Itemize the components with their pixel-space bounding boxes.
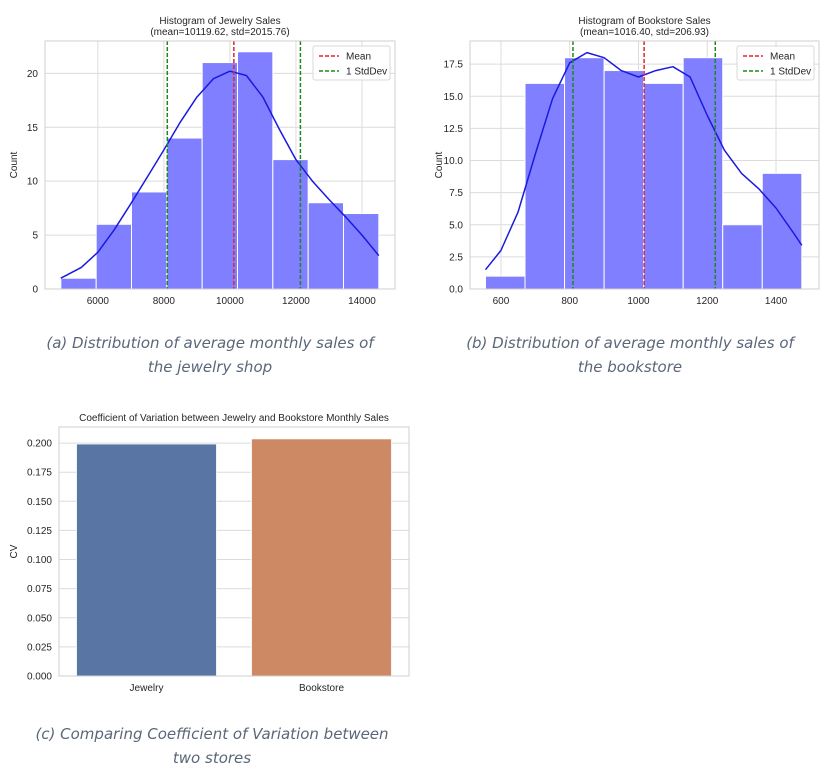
caption-a: (a) Distribution of average monthly sale… [46,334,374,376]
x-tick-label: 1400 [765,296,788,307]
y-tick-label: 0.125 [27,526,52,537]
histogram-bar [307,202,344,290]
y-axis-label: Count [9,151,20,178]
x-tick-label: 1200 [696,296,719,307]
chart-subtitle: (mean=10119.62, std=2015.76) [150,27,289,38]
x-tick-label: 800 [561,296,578,307]
histogram-bar [342,213,380,290]
axes-frame [469,40,820,290]
histogram-bar [761,172,803,290]
histogram-bar [201,62,239,290]
histogram-bar [524,82,566,290]
x-tick-label: Bookstore [299,683,344,694]
x-tick-label: Jewelry [130,683,164,694]
kde-curve [484,51,803,271]
y-tick-label: 0.000 [27,672,52,683]
histogram-bar [60,277,97,290]
legend-stddev-label: 1 StdDev [346,67,387,78]
histogram-bar [484,275,526,290]
chart-subtitle: (mean=1016.40, std=206.93) [580,27,709,38]
histogram-bar [722,224,763,290]
chart-jewelry-histogram: 6000 8000 10000 12000 14000 0 5 10 15 20 Histogram… [9,16,396,307]
chart-cv-comparison: 0.000 0.025 0.050 0.075 0.100 0.125 0.150 0.175… [9,413,410,694]
chart-title: Histogram of Bookstore Sales [578,16,710,27]
y-tick-label: 10.0 [444,156,464,167]
caption-b: (b) Distribution of average monthly sale… [466,334,794,376]
y-axis-label: CV [9,544,20,558]
histogram-bar [131,191,168,290]
y-tick-label: 17.5 [444,60,464,71]
y-tick-label: 5 [32,231,38,242]
histogram-bar [95,223,133,290]
cv-bar-bookstore [251,438,392,677]
y-tick-label: 0.175 [27,468,52,479]
chart-title: Histogram of Jewelry Sales [159,16,280,27]
chart-bookstore-histogram: 600 800 1000 1200 1400 0.0 2.5 5.0 7.5 10.0 12.5 15… [434,16,820,307]
histogram-bar [272,159,309,290]
x-tick-label: 8000 [153,296,176,307]
x-tick-label: 10000 [216,296,244,307]
y-tick-label: 0 [32,285,38,296]
chart-title: Coefficient of Variation between Jewelry… [79,413,389,424]
histogram-bar [564,57,605,290]
legend-mean-label: Mean [346,52,371,63]
legend-mean-label: Mean [770,52,795,63]
axes-frame [44,40,396,290]
y-tick-label: 10 [27,177,39,188]
histogram-bar [643,82,684,290]
y-tick-label: 12.5 [444,124,464,135]
y-tick-label: 0.0 [449,285,463,296]
y-tick-label: 0.200 [27,439,52,450]
y-tick-label: 20 [27,69,39,80]
kde-curve [60,70,380,279]
y-tick-label: 7.5 [449,188,463,199]
x-tick-label: 12000 [282,296,310,307]
x-tick-label: 600 [493,296,510,307]
y-tick-label: 0.075 [27,584,52,595]
y-tick-label: 0.025 [27,642,52,653]
y-tick-label: 0.100 [27,555,52,566]
y-tick-label: 0.050 [27,613,52,624]
y-tick-label: 2.5 [449,252,463,263]
y-axis-label: Count [434,151,445,178]
y-tick-label: 0.150 [27,497,52,508]
y-tick-label: 15.0 [444,92,464,103]
caption-c: (c) Comparing Coefficient of Variation b… [35,725,389,767]
histogram-bar [682,57,724,290]
x-tick-label: 1000 [627,296,650,307]
x-tick-label: 6000 [87,296,110,307]
legend-stddev-label: 1 StdDev [770,67,811,78]
histogram-bar [603,70,645,290]
x-tick-label: 14000 [348,296,376,307]
histogram-bar [166,137,203,290]
axes-frame [58,426,410,677]
cv-bar-jewelry [76,443,217,677]
y-tick-label: 15 [27,123,39,134]
y-tick-label: 5.0 [449,220,463,231]
